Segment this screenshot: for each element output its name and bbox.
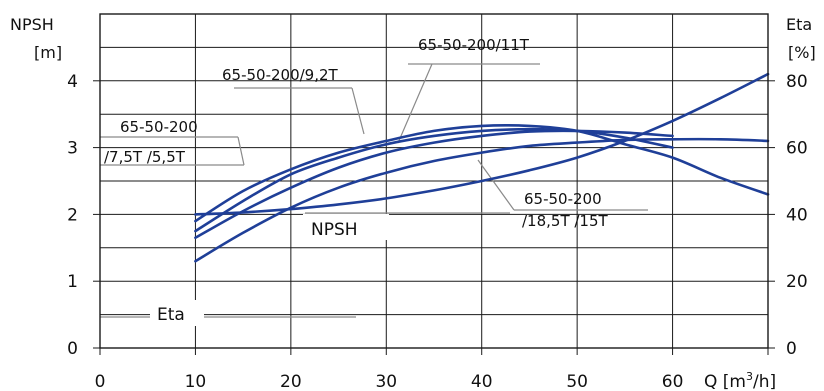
x-tick-label: 0 [95, 372, 106, 391]
curves [194, 72, 770, 263]
y-right-tick-label: 40 [786, 205, 808, 225]
curve-eta-3 [194, 137, 770, 263]
callout-leaders [100, 63, 648, 318]
callout-leader-line [237, 136, 245, 166]
callout-7-5t-line2: /7,5T /5,5T [104, 148, 186, 166]
callout-18-5t-line2: /18,5T /15T [522, 212, 609, 230]
callout-leader-line [397, 63, 433, 144]
x-tick-label: 50 [566, 372, 588, 391]
x-axis-title: Q [m3/h] [704, 370, 776, 391]
y-right-title-line2: [%] [788, 43, 816, 62]
curve-npsh [194, 72, 770, 216]
callout-11t: 65-50-200/11T [418, 36, 530, 54]
y-right-tick-label: 60 [786, 139, 808, 159]
y-left-tick-label: 1 [67, 272, 78, 292]
x-tick-label: 10 [185, 372, 207, 391]
x-tick-label: 60 [662, 372, 684, 391]
y-right-title-line1: Eta [786, 15, 812, 34]
callout-leader-line [477, 159, 515, 211]
callout-9-2t: 65-50-200/9,2T [222, 66, 339, 84]
npsh-label: NPSH [311, 220, 358, 240]
npsh-label-bg [303, 214, 389, 240]
y-left-tick-label: 0 [67, 339, 78, 359]
x-tick-label: 30 [375, 372, 397, 391]
x-axis-title-main: Q [m [704, 372, 746, 391]
y-left-title-line2: [m] [34, 43, 62, 62]
eta-label-bg [150, 300, 204, 326]
eta-label: Eta [157, 305, 185, 325]
y-left-tick-label: 4 [67, 72, 78, 92]
x-axis-title-sup: 3 [746, 370, 753, 383]
y-right-tick-label: 20 [786, 272, 808, 292]
curve-eta-2 [194, 124, 770, 223]
x-tick-label: 40 [471, 372, 493, 391]
plot-frame [99, 13, 769, 349]
y-right-tick-label: 80 [786, 72, 808, 92]
curve-eta-1 [194, 129, 674, 240]
y-left-tick-label: 2 [67, 205, 78, 225]
callout-18-5t-line1: 65-50-200 [524, 190, 602, 208]
callout-leader-line [351, 87, 365, 135]
x-tick-label: 20 [280, 372, 302, 391]
x-axis-title-end: /h] [753, 372, 776, 391]
y-left-tick-label: 3 [67, 139, 78, 159]
callout-7-5t-line1: 65-50-200 [120, 118, 198, 136]
y-left-title-line1: NPSH [10, 15, 54, 34]
y-right-tick-label: 0 [786, 339, 797, 359]
